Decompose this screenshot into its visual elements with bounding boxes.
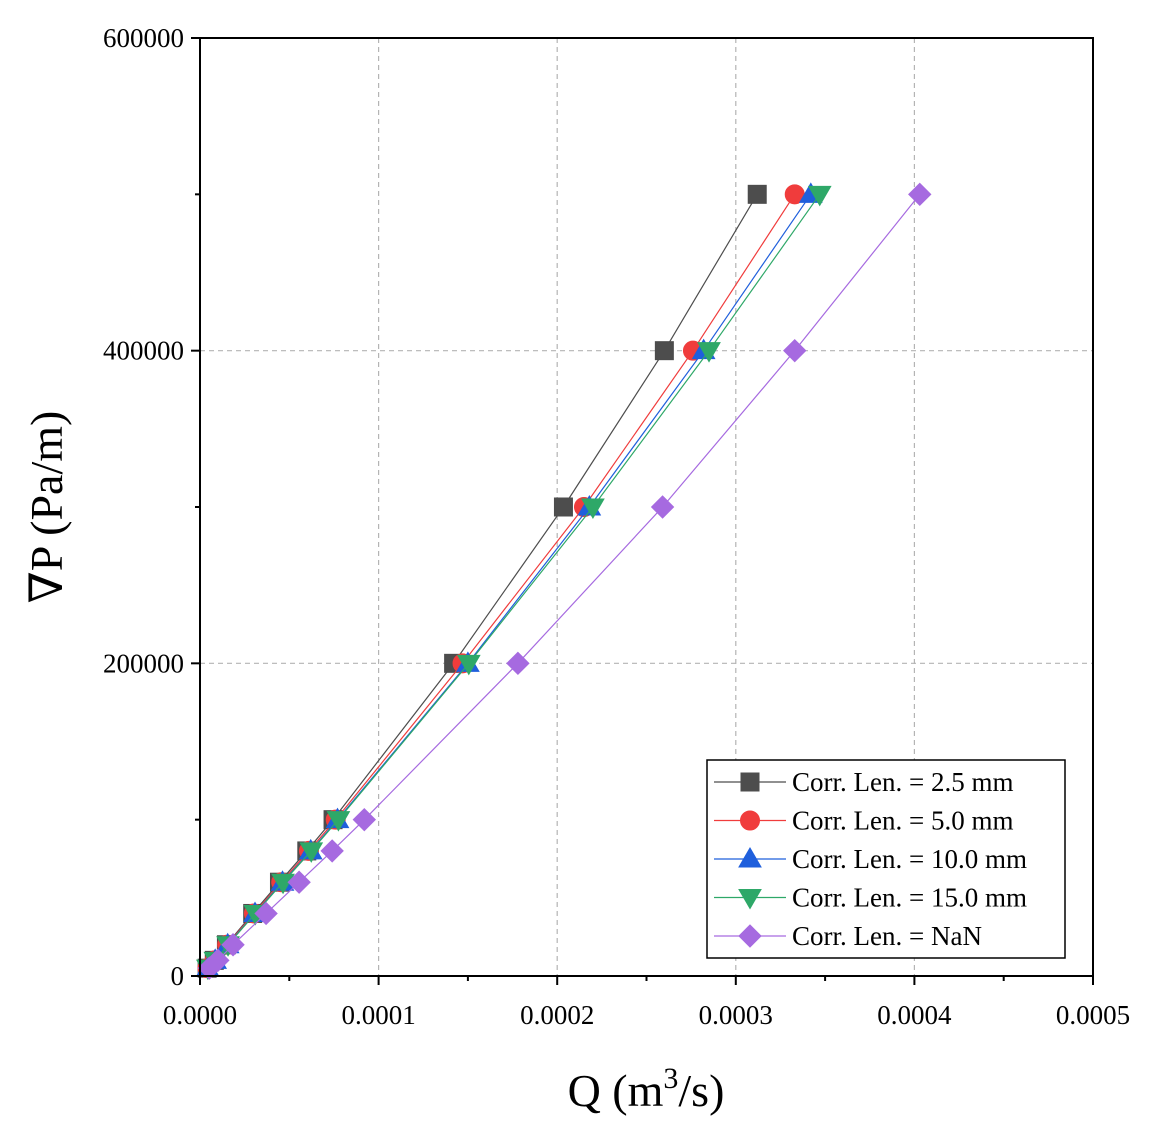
y-axis-title: ∇P (Pa/m) [21,411,72,604]
legend: Corr. Len. = 2.5 mm Corr. Len. = 5.0 mm Co… [706,759,1066,959]
y-tick-label: 400000 [103,336,184,366]
series-group [197,184,767,978]
y-tick-label: 200000 [103,648,184,678]
data-point [221,933,245,957]
x-axis-title-base: Q (m [568,1065,664,1116]
series-group [197,182,932,980]
legend-marker [738,924,762,948]
y-tick-label: 0 [171,961,185,991]
data-point [352,807,377,832]
legend-item: Corr. Len. = 2.5 mm [714,767,1013,797]
axis-ticks: 0.0000 0.0001 0.0002 0.0003 0.0004 0.0005 0 200… [103,23,1130,1030]
data-point [206,948,230,973]
x-axis-title: Q (m3/s) [568,1062,725,1116]
legend-marker [740,810,760,831]
x-tick-label: 0.0001 [341,1000,415,1030]
data-point [271,873,295,895]
series-line [206,194,758,969]
data-point [807,185,832,207]
legend-label: Corr. Len. = 15.0 mm [792,883,1027,913]
legend-item: Corr. Len. = NaN [714,921,982,951]
x-tick-label: 0.0003 [699,1000,773,1030]
legend-item: Corr. Len. = 15.0 mm [714,883,1027,913]
x-tick-label: 0.0000 [163,1000,237,1030]
legend-marker [738,889,762,910]
legend-label: Corr. Len. = 10.0 mm [792,844,1027,874]
legend-item: Corr. Len. = 10.0 mm [714,844,1027,874]
data-point [783,338,807,363]
data-point [287,870,311,894]
data-point [506,651,530,676]
data-point [697,342,721,363]
legend-marker [740,772,760,792]
x-axis-title-tail: /s) [678,1065,724,1116]
plot-series [195,182,932,981]
x-tick-label: 0.0005 [1056,1000,1130,1030]
data-point [650,495,675,519]
data-point [254,901,278,926]
data-point [654,341,674,361]
x-tick-label: 0.0004 [877,1000,952,1030]
data-point [456,654,481,676]
data-point [326,811,351,832]
data-point [747,184,767,204]
data-point [320,839,344,863]
legend-item: Corr. Len. = 5.0 mm [714,806,1013,836]
data-point [581,498,605,519]
data-point [553,497,573,517]
y-tick-label: 600000 [103,23,184,53]
data-point [908,182,932,207]
data-point [299,842,324,863]
legend-label: Corr. Len. = 2.5 mm [792,767,1013,797]
legend-label: Corr. Len. = NaN [792,921,982,951]
legend-marker [738,847,762,868]
legend-label: Corr. Len. = 5.0 mm [792,806,1013,836]
x-tick-label: 0.0002 [520,1000,594,1030]
x-axis-title-superscript: 3 [663,1062,678,1095]
